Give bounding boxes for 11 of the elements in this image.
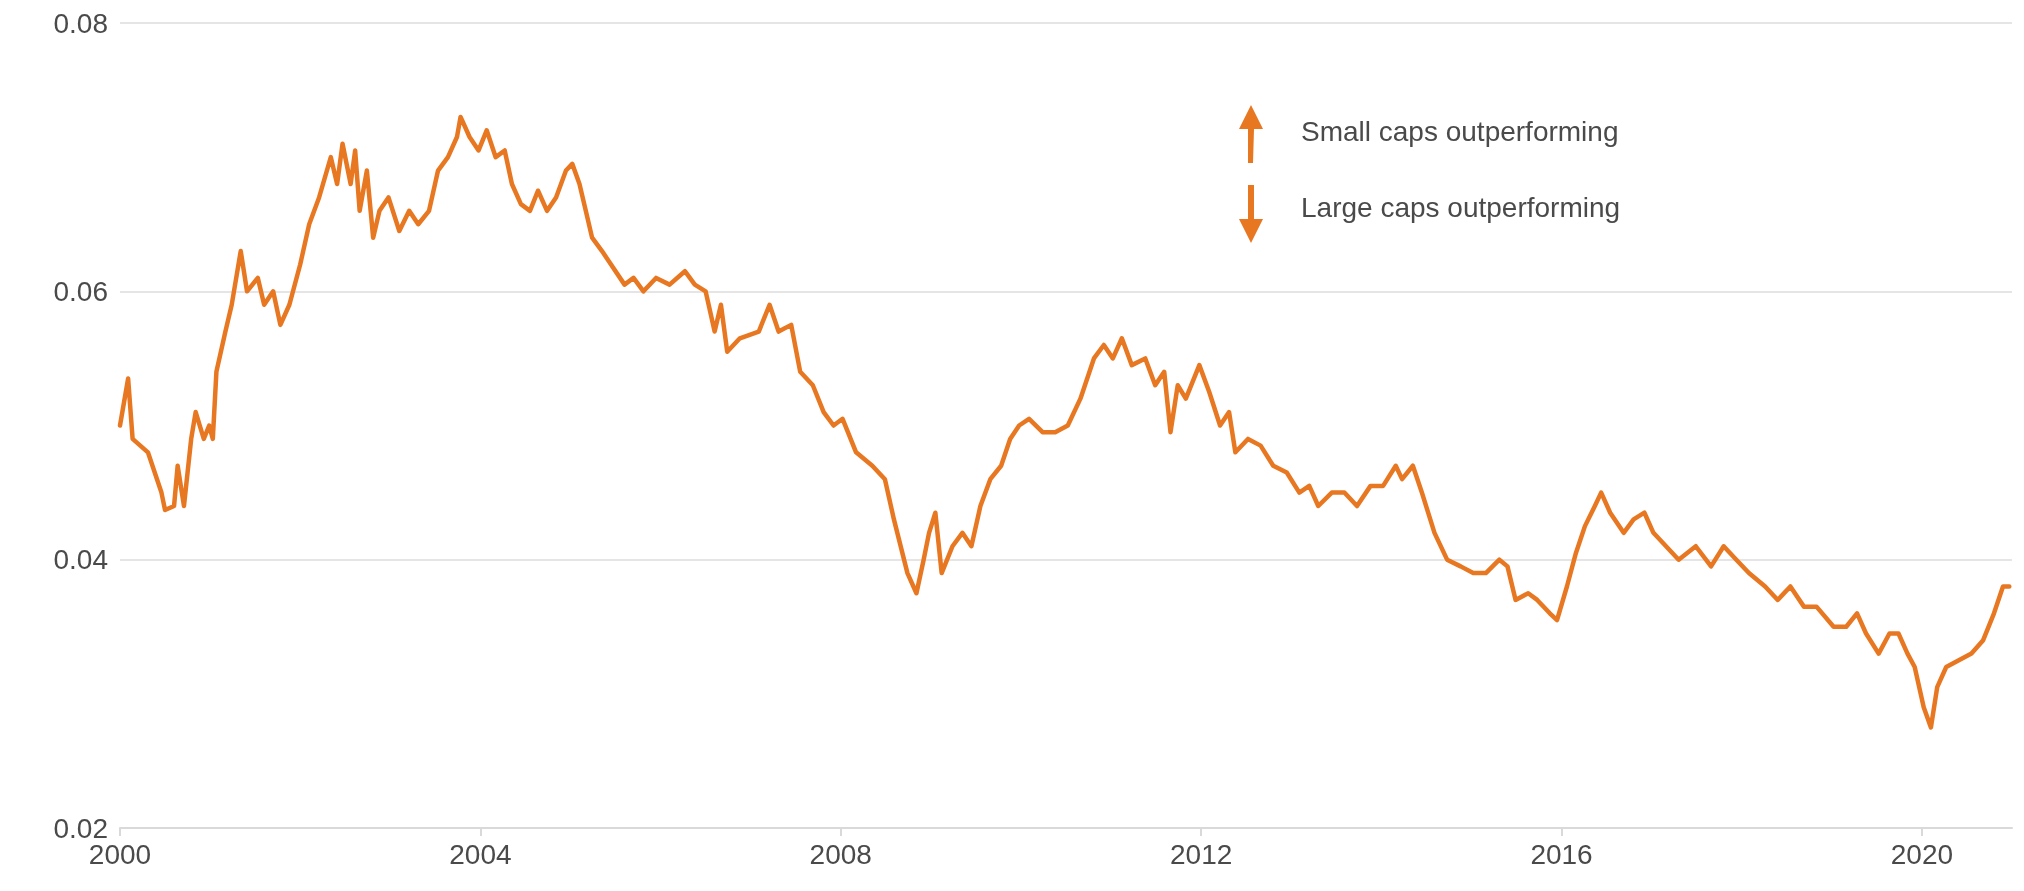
y-tick-label: 0.06: [53, 275, 108, 307]
x-tick-label: 2016: [1530, 838, 1593, 870]
x-tick-label: 2012: [1169, 838, 1233, 870]
x-tick-label: 2008: [809, 838, 872, 870]
annotation: Small caps outperforming: [1301, 115, 1619, 147]
y-tick-label: 0.04: [53, 544, 108, 576]
annotation: Large caps outperforming: [1301, 191, 1621, 223]
y-tick-label: 0.08: [53, 7, 108, 39]
line-series: [117, 114, 2012, 730]
x-tick-label: 2020: [1890, 838, 1954, 870]
x-tick-label: 2004: [449, 838, 512, 870]
